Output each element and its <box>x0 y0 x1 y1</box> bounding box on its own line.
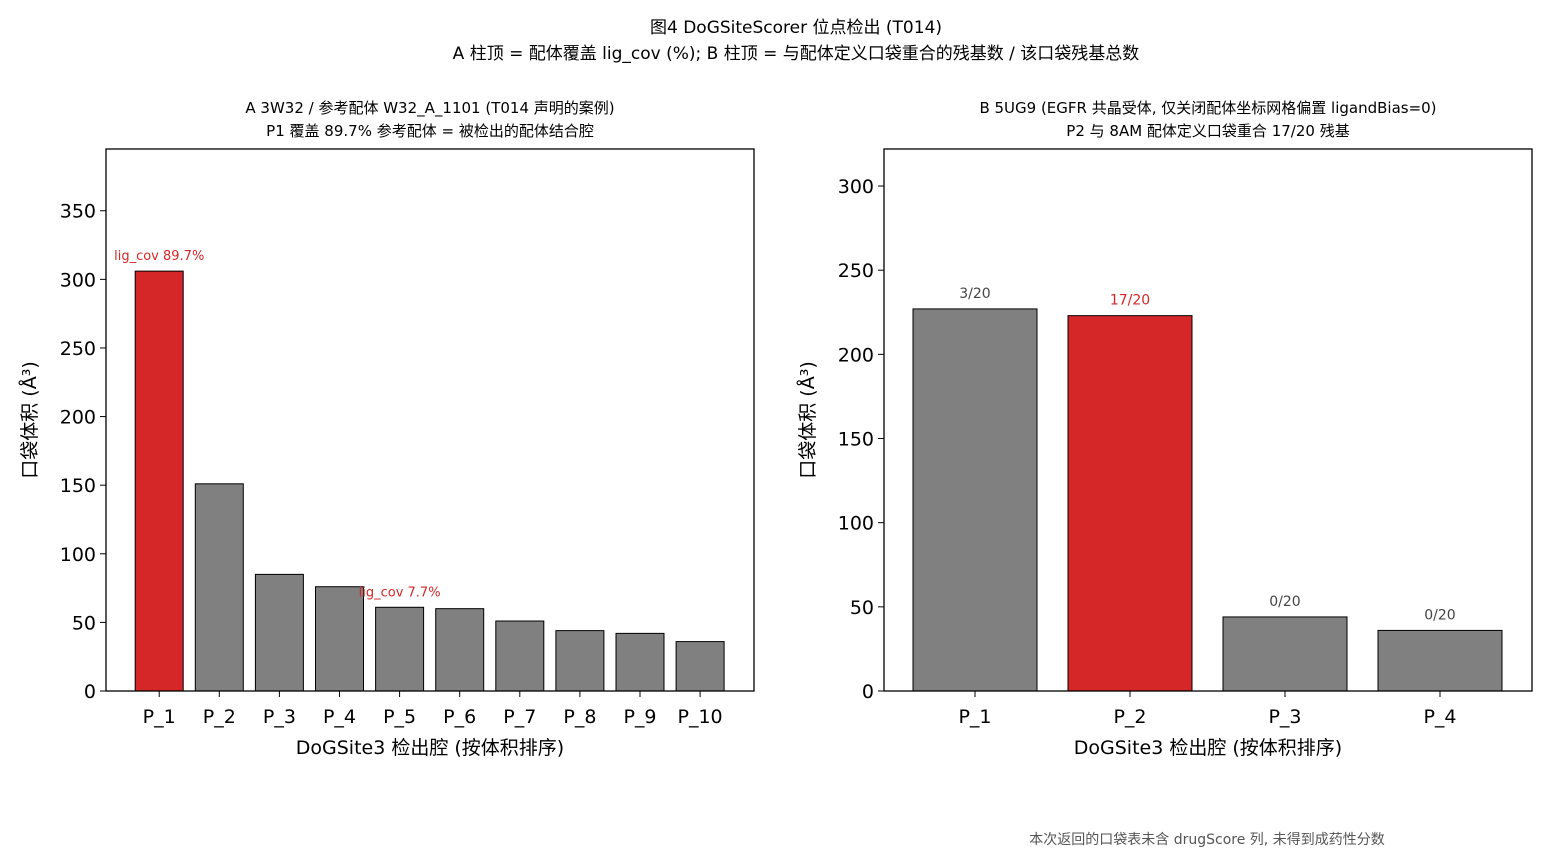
panel-a-ytick-label: 100 <box>60 544 96 566</box>
panel-a-bar-P_3 <box>254 573 304 692</box>
panel-a-xtick-label: P_6 <box>443 706 476 728</box>
panel-a-ylabel: 口袋体积 (Å³) <box>18 361 41 478</box>
panel-a-xtick-label: P_9 <box>623 706 656 728</box>
panel-b-ytick-label: 100 <box>838 513 874 535</box>
panel-a-xtick-label: P_2 <box>203 706 236 728</box>
panel-b-ytick-label: 250 <box>838 260 874 282</box>
panel-b-ytick-label: 300 <box>838 176 874 198</box>
panel-a-xtick-label: P_4 <box>323 706 356 728</box>
panel-b-ytick-label: 200 <box>838 344 874 366</box>
panel-b-ylabel: 口袋体积 (Å³) <box>796 361 819 478</box>
panel-a-bar-annotation: lig_cov 7.7% <box>359 585 441 600</box>
panel-a-xtick-label: P_10 <box>678 706 723 728</box>
panel-a-bar-P_6 <box>435 608 485 692</box>
panel-a-ytick-label: 350 <box>60 201 96 223</box>
panel-a-bar-annotation: lig_cov 89.7% <box>114 249 204 264</box>
panel-a-ytick-label: 50 <box>72 612 96 634</box>
panel-b-axes-frame <box>883 148 1533 692</box>
panel-b-bar-P_1 <box>912 308 1038 692</box>
panel-b-xtick-label: P_3 <box>1268 706 1301 728</box>
panel-a-chart: A 3W32 / 参考配体 W32_A_1101 (T014 声明的案例) P1… <box>18 99 755 759</box>
panel-a-bar-P_8 <box>555 630 605 692</box>
panel-a-xtick-label: P_5 <box>383 706 416 728</box>
panel-b-xlabel: DoGSite3 检出腔 (按体积排序) <box>1074 737 1342 759</box>
panel-a-xtick-label: P_7 <box>503 706 536 728</box>
panel-a-bar-P_5 <box>375 606 425 692</box>
panel-b-chart: B 5UG9 (EGFR 共晶受体, 仅关闭配体坐标网格偏置 ligandBia… <box>796 99 1533 759</box>
figure-suptitle-line2: A 柱顶 = 配体覆盖 lig_cov (%); B 柱顶 = 与配体定义口袋重… <box>453 44 1140 64</box>
panel-b-subtitle: P2 与 8AM 配体定义口袋重合 17/20 残基 <box>1066 122 1349 140</box>
panel-a-bar-P_1 <box>134 270 184 692</box>
panel-a-xlabel: DoGSite3 检出腔 (按体积排序) <box>296 737 564 759</box>
panel-a-ytick-label: 150 <box>60 475 96 497</box>
panel-b-ytick-label: 50 <box>850 597 874 619</box>
panel-a-bar-P_7 <box>495 620 545 692</box>
panel-b-bar-annotation: 0/20 <box>1424 607 1455 623</box>
panel-b-xtick-label: P_1 <box>958 706 991 728</box>
panel-a-ytick-label: 0 <box>84 681 96 703</box>
figure-suptitle: 图4 DoGSiteScorer 位点检出 (T014) <box>650 18 942 38</box>
panel-b-title: B 5UG9 (EGFR 共晶受体, 仅关闭配体坐标网格偏置 ligandBia… <box>979 99 1436 117</box>
panel-b-ytick-label: 0 <box>862 681 874 703</box>
panel-b-xtick-label: P_4 <box>1423 706 1456 728</box>
footnote: 本次返回的口袋表未含 drugScore 列, 未得到成药性分数 <box>1029 831 1384 848</box>
panel-b-ytick-label: 150 <box>838 429 874 451</box>
panel-a-xtick-label: P_3 <box>263 706 296 728</box>
panel-a-ytick-label: 200 <box>60 407 96 429</box>
panel-a-ytick-label: 250 <box>60 338 96 360</box>
panel-a-title: A 3W32 / 参考配体 W32_A_1101 (T014 声明的案例) <box>245 99 614 118</box>
panel-b-xtick-label: P_2 <box>1113 706 1146 728</box>
panel-b-bar-annotation: 17/20 <box>1110 293 1150 309</box>
panel-a-ytick-label: 300 <box>60 269 96 291</box>
panel-a-bar-P_4 <box>315 586 364 692</box>
panel-a-bar-P_9 <box>615 632 665 692</box>
panel-a-bar-P_10 <box>675 641 725 692</box>
panel-b-bar-annotation: 3/20 <box>959 286 990 302</box>
panel-b-bar-P_4 <box>1377 629 1503 692</box>
panel-b-bar-P_3 <box>1222 616 1348 692</box>
panel-a-subtitle: P1 覆盖 89.7% 参考配体 = 被检出的配体结合腔 <box>266 122 594 140</box>
panel-b-bar-annotation: 0/20 <box>1269 594 1300 610</box>
panel-b-bar-P_2 <box>1067 315 1193 692</box>
panel-a-bar-P_2 <box>194 483 244 692</box>
panel-a-xtick-label: P_1 <box>143 706 176 728</box>
panel-a-xtick-label: P_8 <box>563 706 596 728</box>
panel-a-axes-frame <box>105 148 755 692</box>
